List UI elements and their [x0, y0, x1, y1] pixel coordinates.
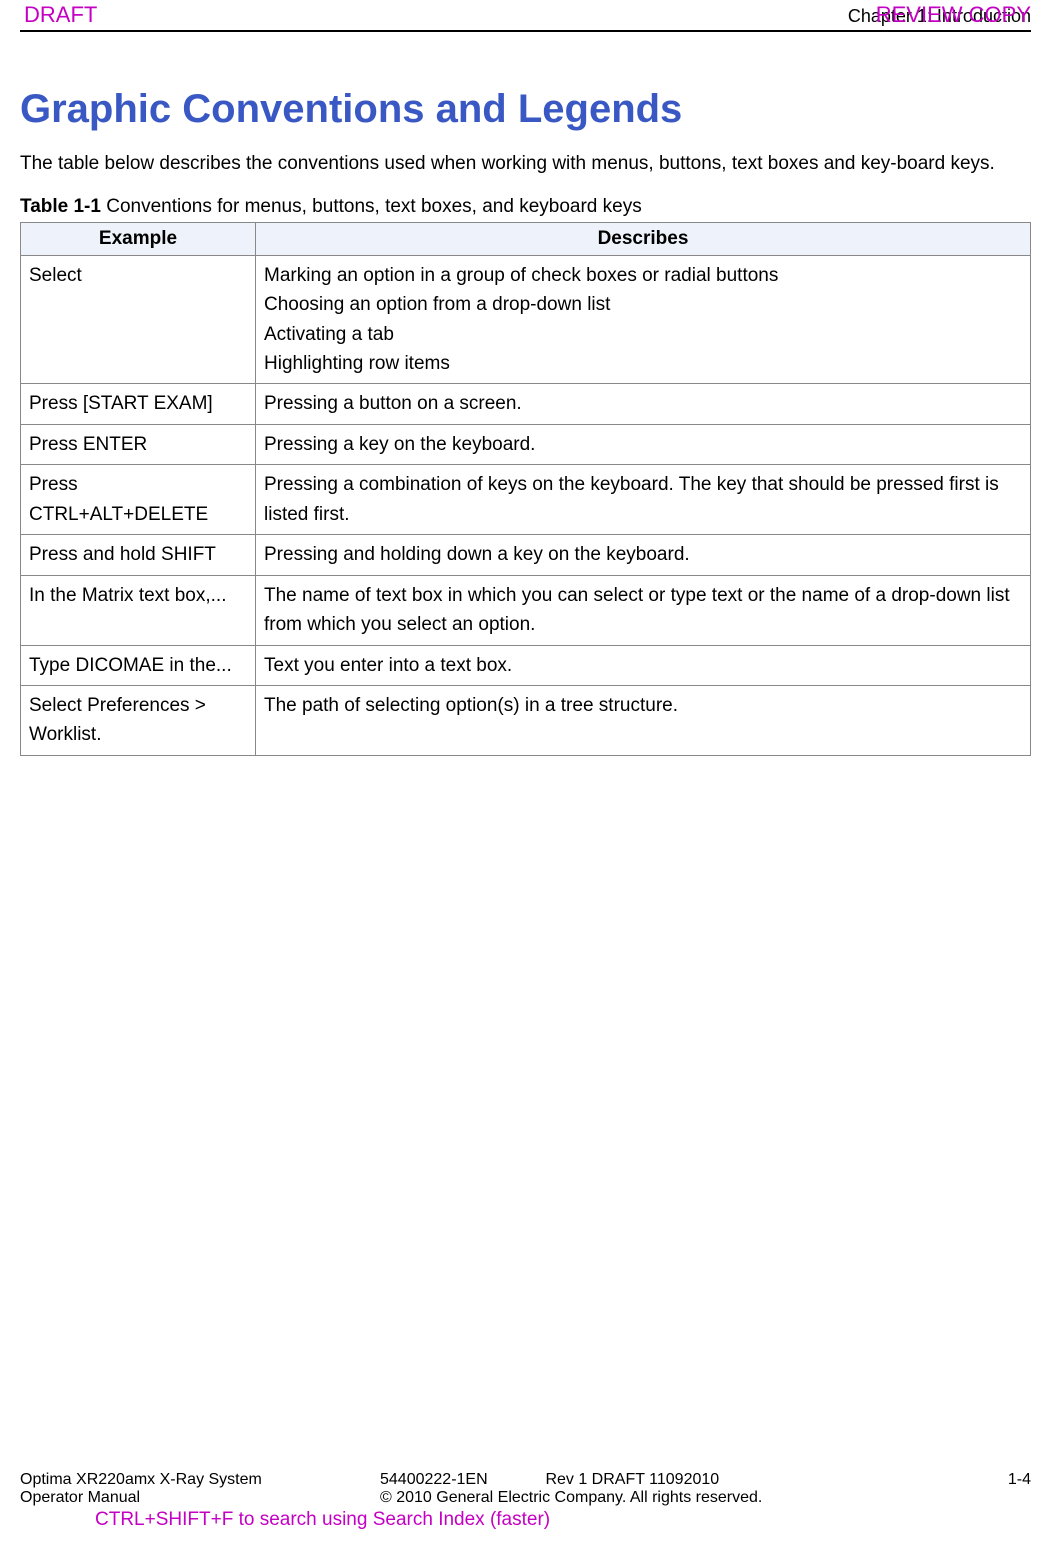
footer-docnum: 54400222-1EN [380, 1471, 488, 1488]
page-header: DRAFT Chapter 1: Introduction REVIEW COP… [20, 4, 1031, 32]
cell-describes: Pressing and holding down a key on the k… [256, 535, 1031, 575]
table-row: In the Matrix text box,...The name of te… [21, 575, 1031, 645]
table-row: Press and hold SHIFTPressing and holding… [21, 535, 1031, 575]
conventions-table: Example Describes SelectMarking an optio… [20, 222, 1031, 756]
cell-describes: Pressing a button on a screen. [256, 384, 1031, 424]
cell-example: Press CTRL+ALT+DELETE [21, 465, 256, 535]
intro-paragraph: The table below describes the convention… [20, 152, 1031, 177]
table-row: SelectMarking an option in a group of ch… [21, 255, 1031, 384]
search-hint: CTRL+SHIFT+F to search using Search Inde… [95, 1509, 1031, 1531]
table-row: Press CTRL+ALT+DELETEPressing a combinat… [21, 465, 1031, 535]
cell-example: In the Matrix text box,... [21, 575, 256, 645]
table-row: Press [START EXAM]Pressing a button on a… [21, 384, 1031, 424]
page-footer: Optima XR220amx X-Ray System 54400222-1E… [20, 1471, 1031, 1531]
cell-example: Press [START EXAM] [21, 384, 256, 424]
cell-describes: Marking an option in a group of check bo… [256, 255, 1031, 384]
draft-watermark: DRAFT [24, 2, 97, 28]
cell-describes: The name of text box in which you can se… [256, 575, 1031, 645]
column-header-example: Example [21, 222, 256, 255]
table-caption-text: Conventions for menus, buttons, text box… [101, 196, 642, 217]
table-caption: Table 1-1 Conventions for menus, buttons… [20, 196, 1031, 218]
footer-page-number: 1-4 [991, 1471, 1031, 1489]
page-title: Graphic Conventions and Legends [20, 87, 1031, 132]
table-row: Select Preferences > Worklist.The path o… [21, 685, 1031, 755]
footer-copyright: © 2010 General Electric Company. All rig… [380, 1489, 991, 1507]
review-copy-watermark: REVIEW COPY [876, 2, 1031, 28]
table-row: Press ENTERPressing a key on the keyboar… [21, 424, 1031, 464]
column-header-describes: Describes [256, 222, 1031, 255]
cell-describes: Pressing a key on the keyboard. [256, 424, 1031, 464]
table-caption-number: Table 1-1 [20, 196, 101, 217]
cell-describes: Text you enter into a text box. [256, 645, 1031, 685]
cell-example: Press and hold SHIFT [21, 535, 256, 575]
footer-system: Optima XR220amx X-Ray System [20, 1471, 380, 1489]
footer-rev: Rev 1 DRAFT 11092010 [545, 1471, 719, 1488]
footer-manual: Operator Manual [20, 1489, 380, 1507]
cell-describes: The path of selecting option(s) in a tre… [256, 685, 1031, 755]
cell-example: Type DICOMAE in the... [21, 645, 256, 685]
cell-example: Select [21, 255, 256, 384]
cell-describes: Pressing a combination of keys on the ke… [256, 465, 1031, 535]
cell-example: Select Preferences > Worklist. [21, 685, 256, 755]
cell-example: Press ENTER [21, 424, 256, 464]
table-row: Type DICOMAE in the...Text you enter int… [21, 645, 1031, 685]
